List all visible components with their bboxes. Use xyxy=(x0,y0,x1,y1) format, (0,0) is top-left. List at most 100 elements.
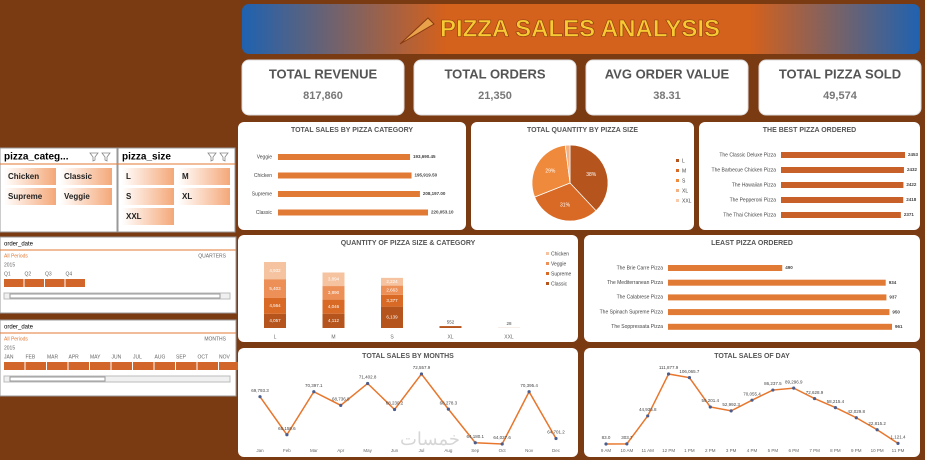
timeline-segment[interactable] xyxy=(90,362,111,370)
timeline-segment[interactable] xyxy=(24,279,45,287)
slicer-button[interactable] xyxy=(122,188,174,205)
bar-segment xyxy=(381,294,403,307)
data-label: 2371 xyxy=(904,212,915,217)
timeline-segment[interactable] xyxy=(4,362,25,370)
scroll-thumb[interactable] xyxy=(9,293,221,299)
slicer-item[interactable]: XXL xyxy=(126,212,142,221)
legend-label: S xyxy=(682,178,686,184)
timeline-segment[interactable] xyxy=(154,362,176,370)
y-tick-label: Veggie xyxy=(257,154,273,160)
x-tick-label: 6 PM xyxy=(788,448,799,453)
timeline-segment[interactable] xyxy=(47,362,68,370)
slicer-button[interactable] xyxy=(60,168,112,185)
timeline-segment[interactable] xyxy=(45,279,65,287)
x-tick-label: Mar xyxy=(310,448,318,453)
data-label: 64,027.6 xyxy=(493,435,511,440)
y-tick-label: Chicken xyxy=(254,173,272,179)
x-tick-label: Jul xyxy=(419,448,425,453)
data-label: 490 xyxy=(785,265,793,270)
kpi-card xyxy=(413,59,577,116)
y-tick-label: The Mediterranean Pizza xyxy=(607,280,663,286)
x-tick-label: 10 AM xyxy=(620,448,633,453)
x-tick-label: 11 AM xyxy=(641,448,654,453)
timeline-segment[interactable] xyxy=(219,362,240,370)
data-label: 1,121.4 xyxy=(890,435,906,440)
slicer-item[interactable]: Chicken xyxy=(8,172,39,181)
slicer-item[interactable]: S xyxy=(126,192,132,201)
data-label: 69,793.3 xyxy=(251,388,269,393)
data-label: 2418 xyxy=(906,197,917,202)
slicer-button[interactable] xyxy=(4,168,56,185)
slicer-item[interactable]: Classic xyxy=(64,172,93,181)
slicer-item[interactable]: M xyxy=(182,172,189,181)
slicer-item[interactable]: Supreme xyxy=(8,192,43,201)
point xyxy=(473,441,477,445)
y-tick-label: The Spinach Supreme Pizza xyxy=(600,309,664,315)
slicer-button[interactable] xyxy=(122,168,174,185)
bar xyxy=(781,212,901,218)
scrollbar[interactable] xyxy=(3,375,231,383)
point xyxy=(446,407,450,411)
timeline-segment[interactable] xyxy=(65,279,86,287)
data-label: 64,701.2 xyxy=(547,430,565,435)
x-tick-label: Nov xyxy=(525,448,534,453)
timeline-period: SEP xyxy=(176,354,187,360)
chart-title: QUANTITY OF PIZZA SIZE & CATEGORY xyxy=(341,240,476,247)
scroll-thumb[interactable] xyxy=(9,376,106,382)
point xyxy=(875,428,879,432)
slicer-title: pizza_size xyxy=(122,152,171,163)
timeline-segment[interactable] xyxy=(176,362,197,370)
data-label: 68,736.8 xyxy=(332,397,350,402)
timeline-segment[interactable] xyxy=(197,362,219,370)
data-label: 2432 xyxy=(907,167,918,172)
slicer-button[interactable] xyxy=(178,188,230,205)
legend-swatch xyxy=(676,189,679,192)
kpi-label: TOTAL REVENUE xyxy=(269,66,378,81)
kpi-value: 817,860 xyxy=(303,90,343,102)
slicer-button[interactable] xyxy=(122,208,174,225)
point xyxy=(392,407,397,412)
data-label: 4,564 xyxy=(269,303,281,308)
slicer-item[interactable]: L xyxy=(126,172,131,181)
x-tick-label: XXL xyxy=(504,334,514,340)
data-label: 208,197.00 xyxy=(423,191,446,196)
timeline-segment[interactable] xyxy=(4,279,24,287)
slicer-item[interactable]: XL xyxy=(182,192,192,201)
timeline-period: APR xyxy=(69,354,80,360)
data-label: 86,237.5 xyxy=(764,381,782,386)
bar-segment xyxy=(381,306,403,328)
slicer-button[interactable] xyxy=(178,168,230,185)
data-label: 961 xyxy=(895,324,903,329)
data-label: 71,402.8 xyxy=(359,375,377,380)
slicer-item[interactable]: Veggie xyxy=(64,192,90,201)
chart-title: THE BEST PIZZA ORDERED xyxy=(763,127,856,134)
slicer-button[interactable] xyxy=(4,188,56,205)
x-tick-label: 2 PM xyxy=(705,448,716,453)
chart-title: TOTAL SALES BY MONTHS xyxy=(362,353,454,360)
y-tick-label: The Brie Carre Pizza xyxy=(617,265,664,271)
panel xyxy=(238,348,578,457)
point xyxy=(285,433,289,437)
data-label: 4,112 xyxy=(328,318,339,323)
x-tick-label: S xyxy=(390,334,394,340)
slice-label: 29% xyxy=(545,169,556,175)
timeline-segment[interactable] xyxy=(68,362,90,370)
chart-title: TOTAL SALES OF DAY xyxy=(714,353,790,360)
timeline-segment[interactable] xyxy=(133,362,154,370)
x-tick-label: Feb xyxy=(283,448,291,453)
data-label: 106,065.7 xyxy=(679,369,700,374)
kpi-label: AVG ORDER VALUE xyxy=(605,66,730,81)
timeline-segment[interactable] xyxy=(111,362,133,370)
legend-swatch xyxy=(546,282,549,285)
bar-segment xyxy=(264,297,286,314)
pie-slice xyxy=(569,144,609,212)
timeline-level: MONTHS xyxy=(204,336,226,342)
point xyxy=(708,405,712,409)
chart-title: TOTAL QUANTITY BY PIZZA SIZE xyxy=(527,127,638,134)
x-tick-label: 3 PM xyxy=(726,448,737,453)
legend-swatch xyxy=(676,169,679,172)
timeline-segment[interactable] xyxy=(25,362,47,370)
data-label: 44,935.8 xyxy=(639,407,657,412)
slicer-button[interactable] xyxy=(60,188,112,205)
